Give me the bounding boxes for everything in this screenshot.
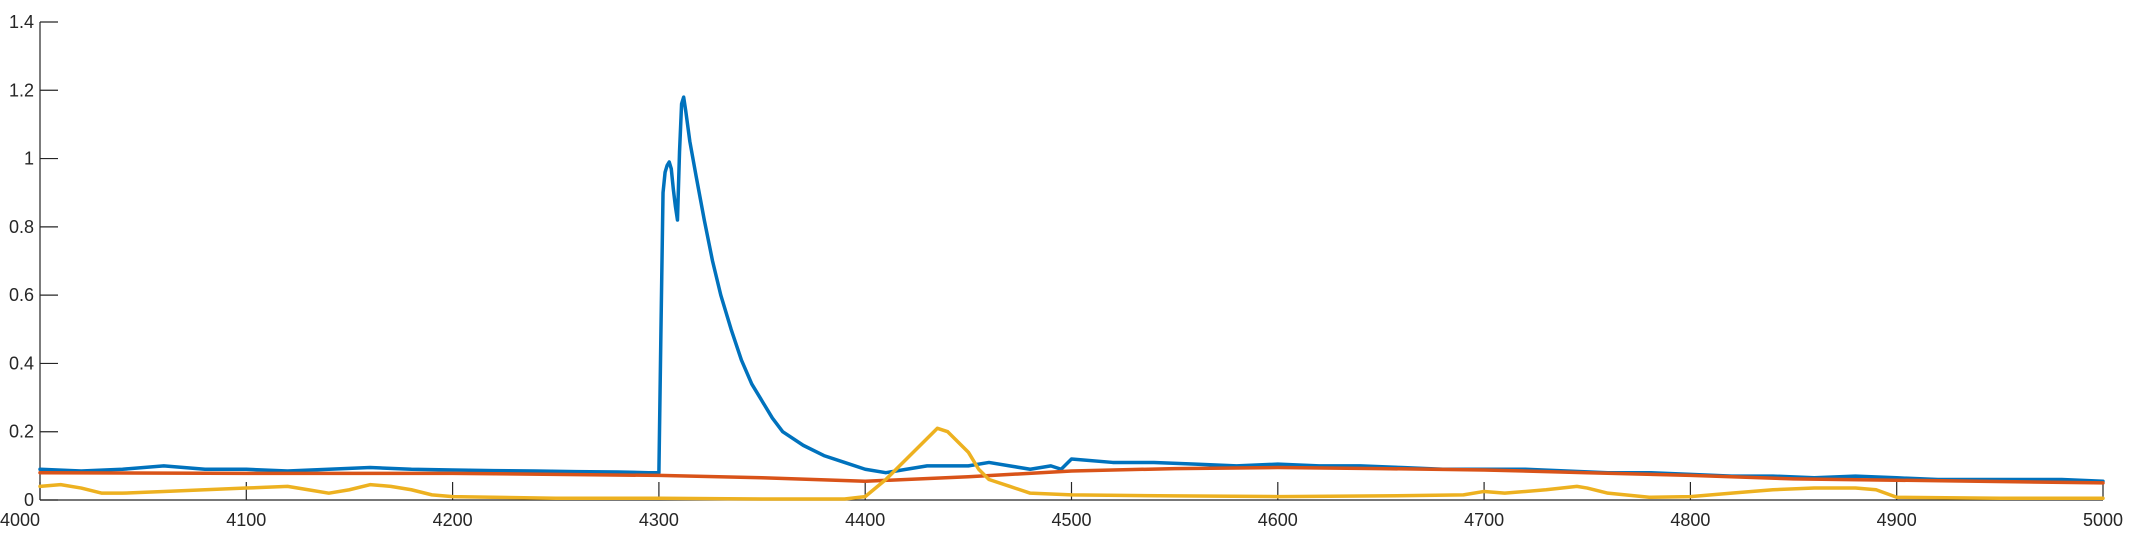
series-line-1 xyxy=(38,95,2105,483)
y-tick-label: 0 xyxy=(24,490,34,510)
x-tick-label: 4100 xyxy=(226,510,266,530)
x-tick-label: 4500 xyxy=(1051,510,1091,530)
x-tick-label: 4900 xyxy=(1877,510,1917,530)
series-line-2 xyxy=(38,465,2105,485)
y-tick-label: 1 xyxy=(24,149,34,169)
series-layer xyxy=(38,95,2105,501)
y-tick-label: 0.4 xyxy=(9,353,34,373)
x-tick-label: 5000 xyxy=(2083,510,2123,530)
x-tick-label: 4000 xyxy=(0,510,40,530)
x-tick-label: 4400 xyxy=(845,510,885,530)
x-tick-label: 4200 xyxy=(433,510,473,530)
y-tick-label: 1.4 xyxy=(9,12,34,32)
x-ticks: 4000 4100 4200 4300 4400 4500 4600 4700 4800 4900… xyxy=(0,482,2123,530)
x-tick-label: 4600 xyxy=(1258,510,1298,530)
y-tick-label: 0.2 xyxy=(9,422,34,442)
axes xyxy=(39,22,2103,501)
series-line-3 xyxy=(38,426,2105,501)
y-ticks: 0 0.2 0.4 0.6 0.8 1 1.2 1.4 xyxy=(9,12,58,510)
x-tick-label: 4700 xyxy=(1464,510,1504,530)
x-tick-label: 4300 xyxy=(639,510,679,530)
y-tick-label: 0.6 xyxy=(9,285,34,305)
y-tick-label: 0.8 xyxy=(9,217,34,237)
y-tick-label: 1.2 xyxy=(9,80,34,100)
x-tick-label: 4800 xyxy=(1670,510,1710,530)
